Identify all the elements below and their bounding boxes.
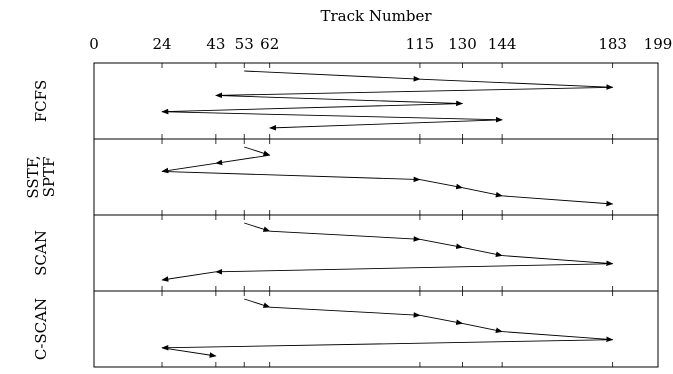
seek-arrow [161,162,216,174]
seek-arrow [244,70,421,82]
tick-label: 183 [598,35,627,53]
seek-arrow [162,170,421,183]
seek-arrow [161,271,216,282]
panel: SCAN [32,214,659,292]
panel-label: C-SCAN [32,298,50,360]
seek-arrow [161,103,463,115]
seek-arrow [244,146,271,156]
seek-arrow [419,314,464,325]
axis-title: Track Number [320,7,432,25]
seek-arrow [462,187,503,198]
seek-arrow [502,195,614,207]
tick-label: 144 [488,35,517,53]
seek-arrow [269,306,421,318]
panel-label: SCAN [32,230,50,276]
tick-label: 199 [644,35,673,53]
seek-arrow [215,94,464,107]
tick-label: 43 [206,35,225,53]
axis-ticks: 0 24 43 53 62 115 130 144 183 199 [89,35,672,53]
seek-arrow [269,119,503,131]
panel: FCFS [32,62,659,140]
seek-arrow [244,222,271,232]
seek-arrow [502,255,614,267]
seek-arrow [215,263,613,275]
seek-arrow [462,322,503,334]
tick-label: 115 [406,35,435,53]
seek-arrow [244,298,271,308]
seek-arrow [419,179,464,190]
seek-arrow [215,154,270,166]
tick-label: 53 [235,35,254,53]
panel-label: SPTF [40,157,58,198]
seek-arrow [162,111,503,123]
tick-label: 24 [152,35,171,53]
panel: SSTF,SPTF [24,138,659,216]
seek-arrow [269,230,421,242]
tick-label: 0 [89,35,99,53]
panel-frame [93,290,659,368]
seek-arrow [419,78,614,90]
panel-label: SSTF, [24,155,42,198]
tick-label: 130 [448,35,477,53]
panel-label: FCFS [32,80,50,123]
panels: FCFS SSTF,SPTF SCAN C-SCAN [24,62,659,368]
seek-arrow [502,331,614,343]
tick-label: 62 [260,35,279,53]
seek-arrow [215,86,613,99]
panel-frame [93,138,659,216]
panel: C-SCAN [32,290,659,368]
panel-frame [93,214,659,292]
seek-arrow [161,339,613,351]
seek-arrow [161,347,217,358]
seek-arrow [462,246,503,258]
seek-arrow [419,238,464,249]
